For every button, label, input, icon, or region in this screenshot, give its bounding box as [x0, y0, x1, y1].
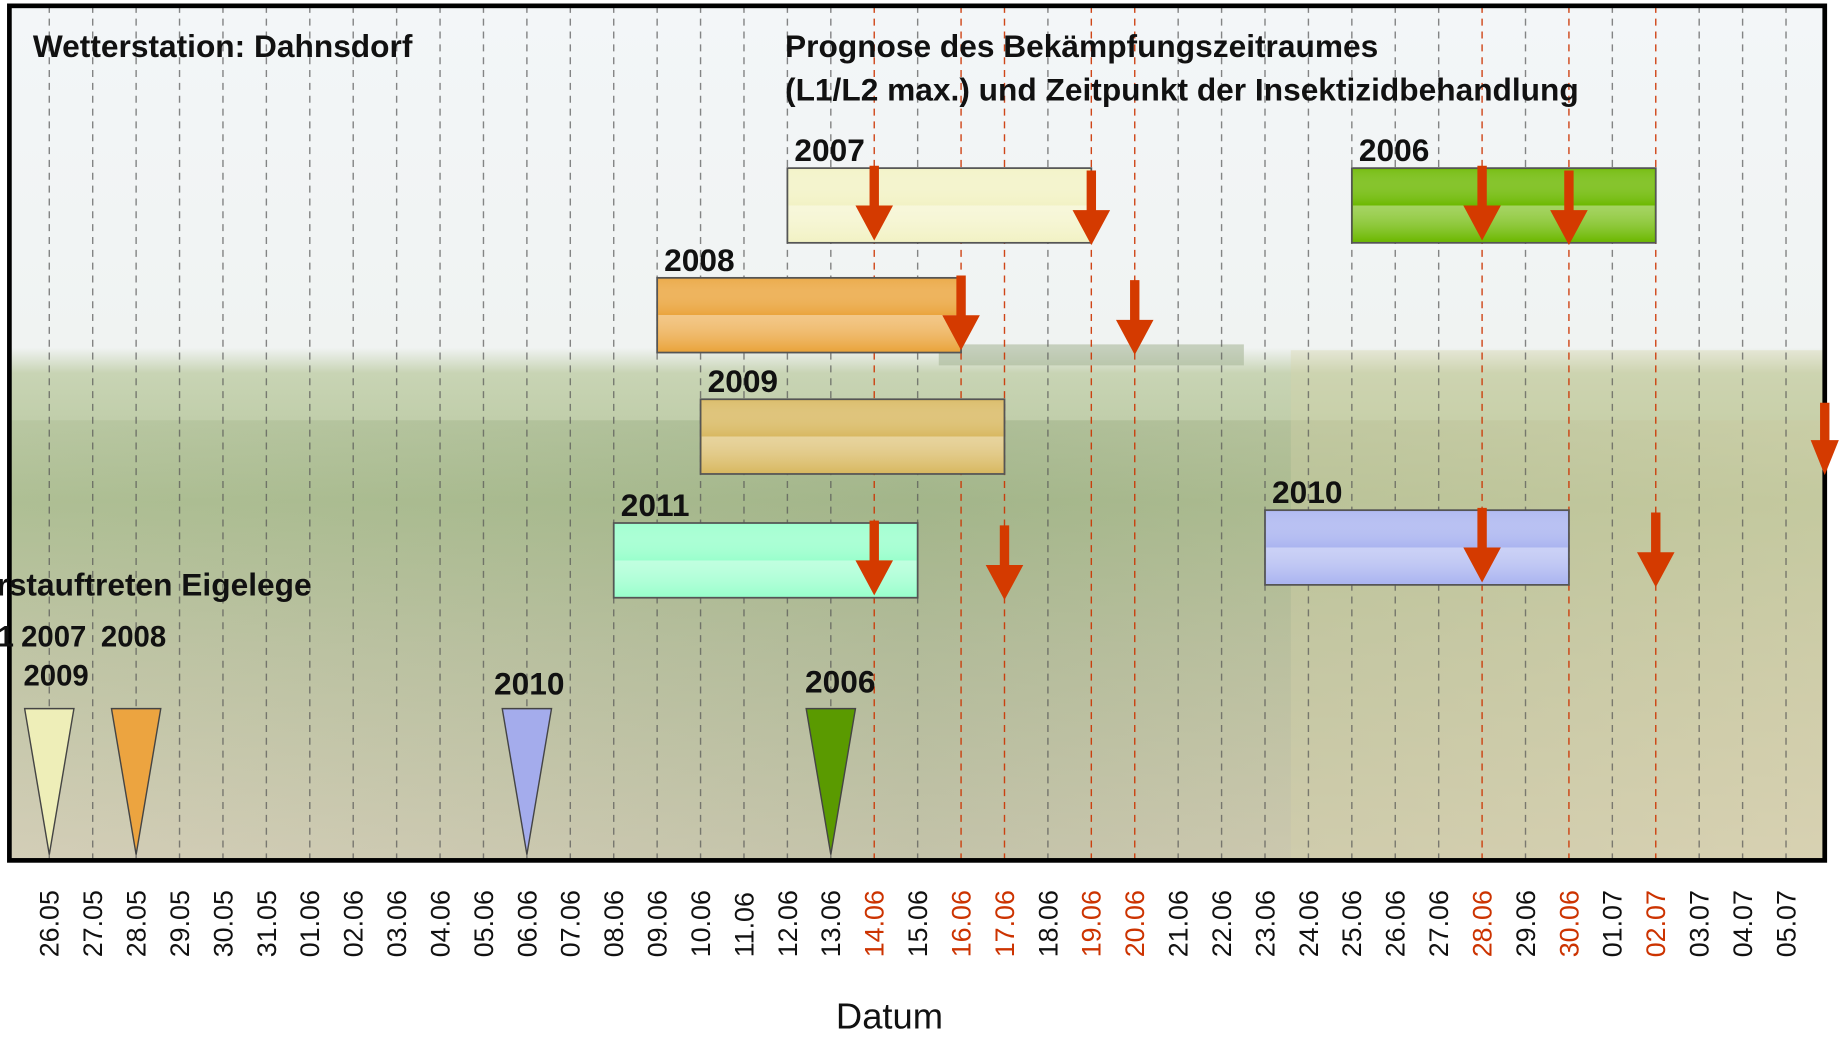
egg-label: 2008	[101, 622, 166, 654]
egg-marker	[110, 707, 162, 855]
x-axis-label: Datum	[836, 996, 943, 1037]
x-tick-label: 05.06	[469, 890, 499, 957]
series-label: 2011	[621, 487, 690, 523]
x-tick-label: 14.06	[860, 890, 890, 957]
bar-shine	[788, 169, 1091, 242]
x-tick-label: 29.06	[1511, 890, 1541, 957]
x-tick-label: 06.06	[512, 890, 542, 957]
x-tick-label: 26.05	[35, 890, 65, 957]
treatment-arrow	[1115, 280, 1154, 355]
x-tick-label: 31.05	[252, 890, 282, 957]
x-tick-label: 08.06	[599, 890, 629, 957]
treatment-arrow	[942, 275, 980, 351]
x-tick-label: 22.06	[1207, 890, 1237, 957]
series-label: 2006	[1359, 132, 1429, 168]
x-tick-label: 15.06	[903, 890, 933, 957]
x-tick-label: 04.06	[425, 890, 455, 957]
x-tick-label: 28.05	[121, 890, 151, 957]
chart-title: Wetterstation: Dahnsdorf	[33, 28, 413, 64]
x-tick-label: 12.06	[773, 890, 803, 957]
x-tick-label: 09.06	[642, 890, 672, 957]
treatment-arrow	[1072, 170, 1111, 246]
egg-label: 1	[0, 622, 14, 654]
bar-shine	[701, 400, 1004, 473]
arrow-offchart	[1810, 402, 1839, 476]
treatment-arrow	[1636, 512, 1675, 588]
x-tick-label: 18.06	[1033, 890, 1063, 957]
x-tick-label: 17.06	[990, 890, 1020, 957]
x-tick-label: 29.05	[165, 890, 195, 957]
x-tick-label: 28.06	[1467, 890, 1497, 957]
x-tick-label: 26.06	[1381, 890, 1411, 957]
egg-label: 2006	[805, 663, 875, 699]
x-tick-label: 03.07	[1685, 890, 1715, 957]
x-tick-label: 11.06	[729, 892, 759, 957]
x-tick-label: 24.06	[1294, 890, 1324, 957]
series-label: 2010	[1272, 474, 1342, 510]
grid	[48, 5, 1787, 861]
x-tick-label: 13.06	[816, 890, 846, 957]
x-tick-label: 10.06	[686, 890, 716, 957]
series-label: 2008	[664, 242, 734, 278]
x-tick-label: 01.07	[1598, 890, 1628, 957]
egg-title: rstauftreten Eigelege	[0, 566, 312, 602]
marks	[23, 165, 1675, 855]
egg-label: 2007	[21, 622, 86, 654]
treatment-arrow	[985, 525, 1024, 601]
x-tick-label: 23.06	[1250, 890, 1280, 957]
x-tick-label: 04.07	[1728, 890, 1758, 957]
bar-shine	[658, 279, 960, 352]
egg-marker	[805, 707, 857, 855]
treatment-arrow	[1463, 507, 1501, 583]
x-tick-label: 05.07	[1771, 890, 1801, 957]
x-tick-label: 27.05	[78, 890, 108, 957]
series-label: 2007	[794, 132, 864, 168]
x-tick-label: 30.06	[1554, 890, 1584, 957]
x-tick-label: 16.06	[946, 890, 976, 957]
treatment-arrow	[855, 520, 894, 596]
subtitle: (L1/L2 max.) und Zeitpunkt der Insektizi…	[785, 71, 1579, 107]
egg-marker	[23, 707, 75, 855]
x-tick-label: 19.06	[1077, 890, 1107, 957]
egg-label: 2010	[494, 666, 564, 702]
x-tick-label: 03.06	[382, 890, 412, 957]
egg-marker	[501, 707, 553, 855]
x-tick-label: 02.06	[339, 890, 369, 957]
bar-shine	[1266, 511, 1568, 584]
x-tick-label: 20.06	[1120, 890, 1150, 957]
treatment-arrow	[1550, 170, 1588, 246]
series-label: 2009	[708, 363, 778, 399]
bar-shine	[1353, 169, 1655, 242]
x-tick-label: 02.07	[1641, 890, 1671, 957]
x-tick-label: 30.05	[208, 890, 238, 957]
x-tick-label: 01.06	[295, 890, 325, 957]
treatment-arrow	[855, 165, 894, 241]
subtitle: Prognose des Bekämpfungszeitraumes	[785, 28, 1378, 64]
egg-label: 2009	[23, 660, 88, 692]
treatment-arrow	[1463, 165, 1501, 241]
x-tick-label: 27.06	[1424, 890, 1454, 957]
x-tick-label: 07.06	[556, 890, 586, 957]
x-tick-label: 25.06	[1337, 890, 1367, 957]
x-tick-label: 21.06	[1163, 890, 1193, 957]
